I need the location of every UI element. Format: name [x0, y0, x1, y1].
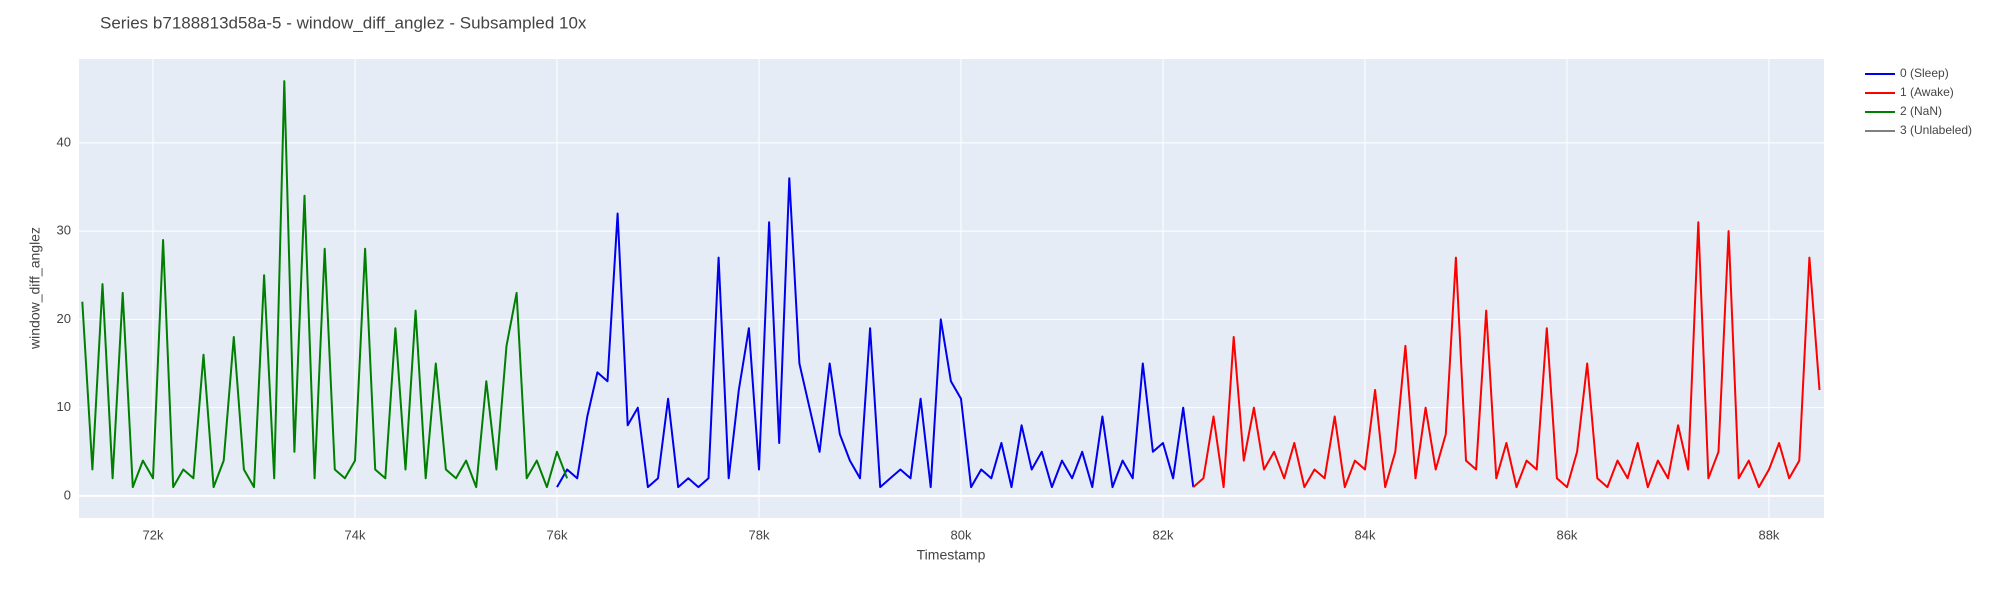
- legend: 0 (Sleep) 1 (Awake) 2 (NaN) 3 (Unlabeled): [1865, 66, 1972, 137]
- y-tick-label: 0: [64, 487, 71, 502]
- grid: 72k 74k 76k 78k 80k 82k 84k 86k 88k 0 10 20 30 40: [57, 59, 1824, 542]
- x-tick-label: 88k: [1758, 527, 1779, 542]
- legend-label[interactable]: 3 (Unlabeled): [1900, 123, 1972, 137]
- x-tick-label: 76k: [547, 527, 568, 542]
- x-tick-label: 74k: [345, 527, 366, 542]
- x-tick-label: 84k: [1354, 527, 1375, 542]
- y-axis-title: window_diff_anglez: [27, 227, 43, 350]
- plot-area: [79, 59, 1824, 518]
- series-line: [81, 80, 569, 489]
- y-tick-label: 10: [57, 399, 71, 414]
- x-tick-label: 80k: [951, 527, 972, 542]
- legend-label[interactable]: 1 (Awake): [1900, 85, 1954, 99]
- y-tick-label: 40: [57, 134, 71, 149]
- series-line: [556, 177, 1195, 489]
- y-tick-label: 30: [57, 223, 71, 238]
- x-tick-label: 82k: [1153, 527, 1174, 542]
- legend-label[interactable]: 2 (NaN): [1900, 104, 1942, 118]
- x-axis-title: Timestamp: [917, 547, 986, 563]
- lines: [81, 80, 1821, 489]
- x-tick-label: 86k: [1556, 527, 1577, 542]
- y-tick-label: 20: [57, 311, 71, 326]
- x-tick-label: 78k: [749, 527, 770, 542]
- x-tick-label: 72k: [143, 527, 164, 542]
- chart-title: Series b7188813d58a-5 - window_diff_angl…: [100, 13, 587, 32]
- legend-label[interactable]: 0 (Sleep): [1900, 66, 1949, 80]
- series-line: [1192, 221, 1821, 489]
